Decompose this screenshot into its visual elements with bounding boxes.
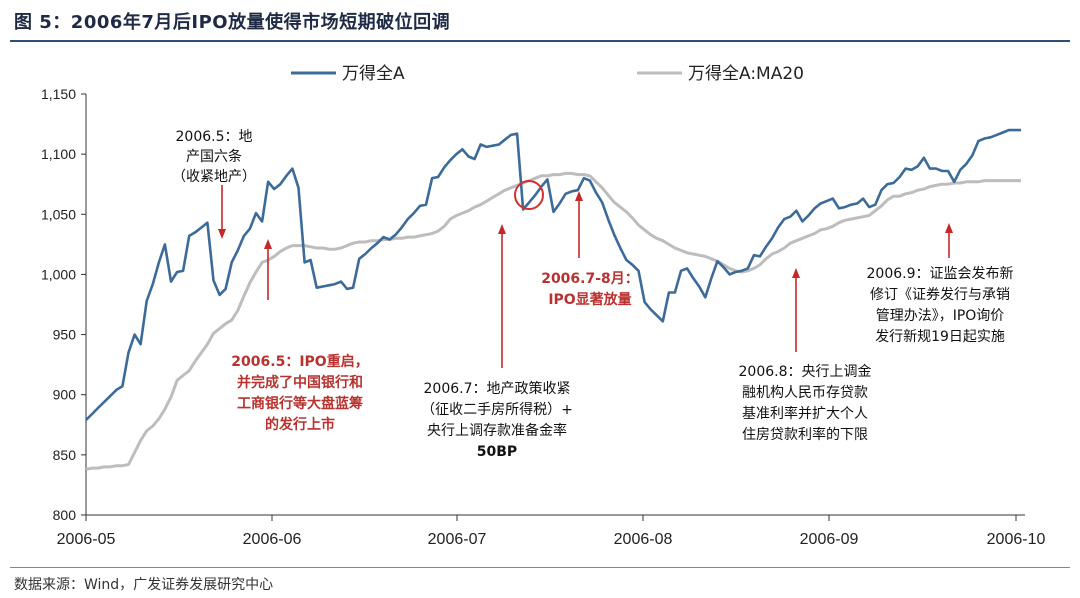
series-line-wind-all-a xyxy=(85,128,1021,421)
annotation-a2-line-3: 工商银行等大盘蓝筹 xyxy=(237,395,363,412)
series-line-wind-all-a-ma20 xyxy=(85,171,1021,471)
y-tick-label: 850 xyxy=(53,447,77,463)
legend-label-ma20: 万得全A:MA20 xyxy=(688,64,804,84)
arrowhead-a1 xyxy=(218,229,226,239)
data-source-note: 数据来源：Wind，广发证券发展研究中心 xyxy=(14,577,274,593)
annotation-a6-line-1: 2006.9：证监会发布新 xyxy=(867,266,1014,282)
svg-text:产国六条: 产国六条 xyxy=(186,148,242,165)
annotation-a5-line-4: 住房贷款利率的下限 xyxy=(742,426,868,443)
x-tick-label: 2006-06 xyxy=(243,531,302,548)
y-tick-label: 1,050 xyxy=(41,206,76,222)
x-tick-label: 2006-10 xyxy=(987,531,1046,548)
annotation-a6: 2006.9：证监会发布新 修订《证券发行与承销 管理办法》，IPO询价 发行新… xyxy=(867,266,1014,345)
annotation-a3-line-1: 2006.7：地产政策收紧 xyxy=(424,380,571,397)
annotation-a1-line-2: 产国六条 xyxy=(186,148,242,165)
annotation-a3-line-3: 央行上调存款准备金率 xyxy=(427,422,567,439)
annotation-a1: 2006.5：地 产国六条 （收紧地产） xyxy=(172,129,256,185)
annotation-arrows xyxy=(218,185,953,368)
figure-title: 图 5：2006年7月后IPO放量使得市场短期破位回调 xyxy=(14,12,451,33)
y-tick-label: 1,000 xyxy=(41,266,76,282)
annotation-a2-line-1: 2006.5：IPO重启， xyxy=(231,353,368,370)
x-tick-label: 2006-05 xyxy=(57,531,116,548)
annotation-a2-line-2: 并完成了中国银行和 xyxy=(237,374,363,391)
annotation-a1-line-1: 2006.5：地 xyxy=(176,129,253,145)
title-rule xyxy=(10,40,1070,42)
x-tick-label: 2006-09 xyxy=(800,531,859,548)
annotation-a5: 2006.8：央行上调金 融机构人民币存贷款 基准利率并扩大个人 住房贷款利率的… xyxy=(739,364,872,443)
annotation-a4-line-2: IPO显著放量 xyxy=(548,291,631,308)
x-tick-label: 2006-08 xyxy=(614,531,673,548)
annotation-a6-line-2: 修订《证券发行与承销 xyxy=(870,287,1010,303)
annotation-a3-line-2: （征收二手房所得税）+ xyxy=(421,401,573,418)
x-tick-label: 2006-07 xyxy=(428,531,487,548)
annotation-a4: 2006.7-8月： IPO显著放量 xyxy=(541,271,639,308)
y-tick-label: 1,100 xyxy=(41,146,76,162)
annotation-a5-line-1: 2006.8：央行上调金 xyxy=(739,364,872,380)
annotation-a3-line-4: 50BP xyxy=(477,444,517,460)
arrowhead-a3 xyxy=(498,224,506,234)
svg-text:2006.5：地: 2006.5：地 xyxy=(176,129,253,145)
y-tick-label: 800 xyxy=(53,507,77,523)
annotation-a4-line-1: 2006.7-8月： xyxy=(541,271,639,287)
breakdown-highlight-circle xyxy=(514,180,544,210)
annotation-a5-line-3: 基准利率并扩大个人 xyxy=(742,405,868,422)
legend-label-main: 万得全A xyxy=(342,64,405,84)
y-tick-label: 900 xyxy=(53,387,77,403)
annotation-a6-line-4: 发行新规19日起实施 xyxy=(875,329,1005,345)
arrowhead-a4 xyxy=(575,191,583,201)
arrowhead-a5 xyxy=(792,268,800,278)
svg-text:（收紧地产）: （收紧地产） xyxy=(172,169,256,185)
annotation-a3: 2006.7：地产政策收紧 （征收二手房所得税）+ 央行上调存款准备金率 50B… xyxy=(421,380,573,460)
y-tick-label: 950 xyxy=(53,327,77,343)
annotation-a5-line-2: 融机构人民币存贷款 xyxy=(742,385,868,401)
legend: 万得全A 万得全A:MA20 xyxy=(291,64,804,84)
arrowhead-a6 xyxy=(945,223,953,233)
footer-rule xyxy=(10,567,1070,568)
arrowhead-a2 xyxy=(264,239,272,249)
annotation-a2: 2006.5：IPO重启， 并完成了中国银行和 工商银行等大盘蓝筹 的发行上市 xyxy=(231,353,368,433)
annotation-a6-line-3: 管理办法》，IPO询价 xyxy=(876,308,1005,324)
y-tick-label: 1,150 xyxy=(41,86,76,102)
annotation-a1-line-3: （收紧地产） xyxy=(172,169,256,185)
annotation-a2-line-4: 的发行上市 xyxy=(265,416,335,433)
